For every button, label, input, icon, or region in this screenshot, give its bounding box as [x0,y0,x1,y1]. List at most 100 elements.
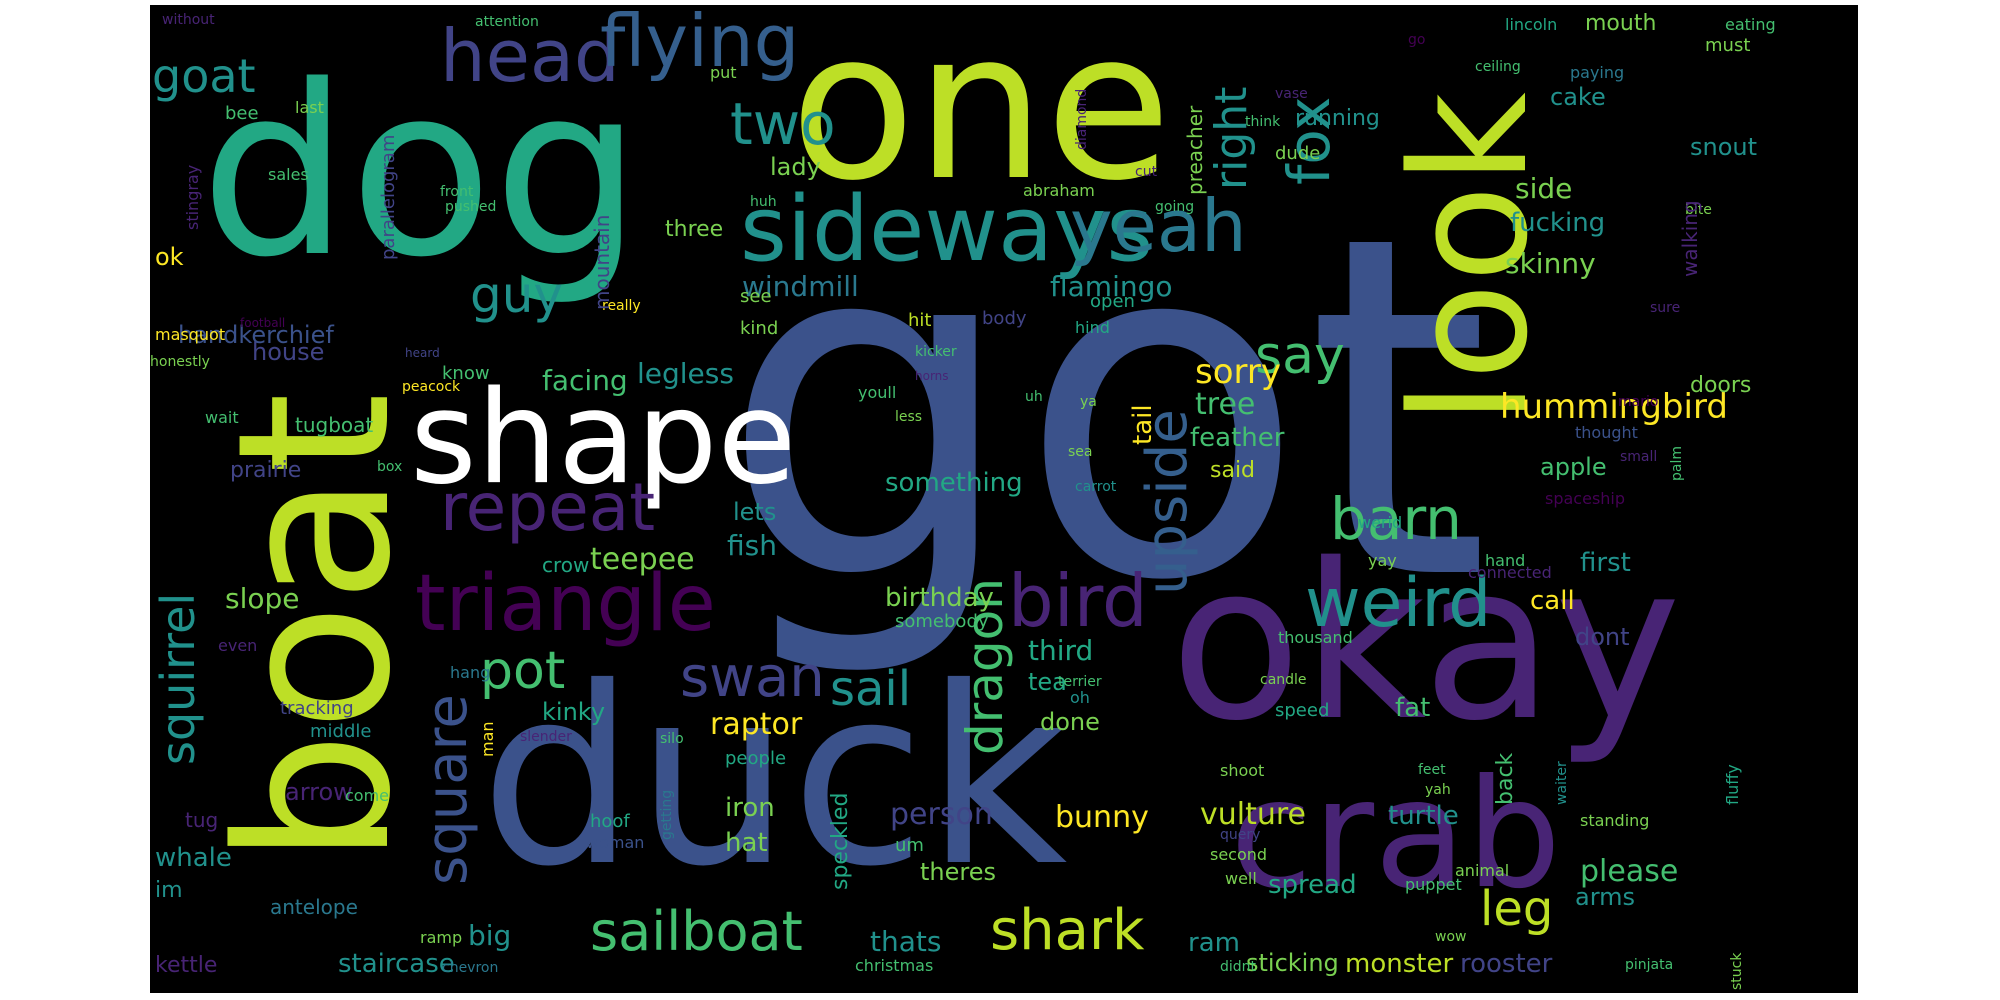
word-sure: sure [1650,300,1681,316]
word-sales: sales [268,165,309,184]
word-huh: huh [750,194,777,210]
word-head: head [440,14,620,98]
word-didnt: didnt [1220,959,1257,975]
word-man: man [478,721,497,757]
word-sailboat: sailboat [590,900,803,963]
word-pushed: pushed [445,199,497,215]
word-windmill: windmill [742,270,859,303]
word-dog: dog [200,36,643,309]
word-back: back [1493,752,1518,805]
word-attention: attention [475,14,539,30]
word-bunny: bunny [1055,800,1149,835]
word-handkerchief: handkerchief [178,321,334,349]
word-people: people [725,748,787,769]
word-going: going [1155,199,1195,215]
word-tracking: tracking [280,698,354,719]
word-tug: tug [185,808,219,832]
word-second: second [1210,845,1268,864]
word-cloud: got one dog duck okay boat look crab sha… [150,5,1858,993]
word-duck: duck [480,635,1068,920]
word-repeat: repeat [440,469,656,546]
word-kicker: kicker [915,344,957,360]
word-okay: okay [1170,517,1682,768]
word-person: person [890,797,993,832]
word-yeah: yeah [1070,184,1247,268]
word-yah: yah [1425,782,1451,798]
word-sorry: sorry [1195,352,1281,392]
word-monster: monster [1345,949,1454,979]
word-mountain: mountain [590,214,614,310]
word-raptor: raptor [710,707,803,742]
word-paying: paying [1570,63,1625,82]
word-parallelogram: parallelogram [378,134,399,260]
word-slope: slope [225,582,300,615]
word-palm: palm [1669,446,1685,481]
word-teepee: teepee [590,542,695,577]
word-barn: barn [1330,485,1462,553]
word-well: well [1225,869,1257,888]
word-woman: woman [586,833,645,852]
word-im: im [155,878,183,903]
word-something: something [885,468,1023,498]
word-iron: iron [725,793,775,823]
word-goat: goat [152,49,256,103]
word-said: said [1210,458,1256,483]
word-small: small [1620,449,1658,465]
word-query: query [1220,827,1261,843]
word-done: done [1040,708,1100,736]
word-legless: legless [637,357,734,390]
word-really: really [602,298,641,314]
word-body: body [982,308,1027,329]
word-youll: youll [858,383,897,402]
word-side: side [1515,172,1573,205]
word-turtle: turtle [1388,801,1459,831]
word-cut: cut [1135,164,1158,180]
word-silo: silo [660,731,684,747]
word-shark: shark [990,898,1145,963]
word-wait: wait [205,408,239,427]
word-um: um [895,835,924,856]
word-rooster: rooster [1460,949,1553,979]
word-ceiling: ceiling [1475,59,1521,75]
word-think: think [1245,114,1281,130]
word-horns: horns [915,369,949,383]
word-one: one [790,5,1172,226]
word-feather: feather [1190,423,1285,453]
word-somebody: somebody [895,611,989,632]
word-bee: bee [225,103,259,124]
word-go: go [1408,32,1426,48]
word-thousand: thousand [1278,628,1353,647]
word-ya: ya [1080,394,1097,410]
word-heard: heard [405,346,440,360]
word-hind: hind [1075,318,1110,337]
word-ram: ram [1188,928,1240,958]
word-swan: swan [680,645,825,710]
word-thought: thought [1575,423,1638,442]
word-terrier: terrier [1058,674,1102,690]
word-birthday: birthday [885,583,994,613]
word-ramp: ramp [420,928,463,947]
word-speckled: speckled [828,792,853,890]
word-even: even [218,636,258,655]
word-hat: hat [725,828,768,858]
word-first: first [1580,548,1631,578]
word-open: open [1090,291,1135,312]
word-third: third [1028,634,1094,667]
word-bite: bite [1685,202,1712,218]
word-animal: animal [1455,861,1510,880]
word-eating: eating [1725,15,1776,34]
word-tail: tail [1128,404,1158,445]
word-feet: feet [1418,762,1446,778]
word-stingray: stingray [183,164,202,230]
word-oh: oh [1070,688,1090,707]
word-triangle: triangle [415,559,716,649]
word-arms: arms [1575,883,1636,911]
word-see: see [740,286,772,307]
word-bird: bird [1008,559,1148,643]
word-weird: weird [1305,564,1492,643]
word-speed: speed [1275,700,1330,721]
word-tea: tea [1028,668,1067,696]
word-slender: slender [520,729,572,745]
word-fluffy: fluffy [1723,764,1742,805]
word-dont: dont [1575,623,1630,651]
